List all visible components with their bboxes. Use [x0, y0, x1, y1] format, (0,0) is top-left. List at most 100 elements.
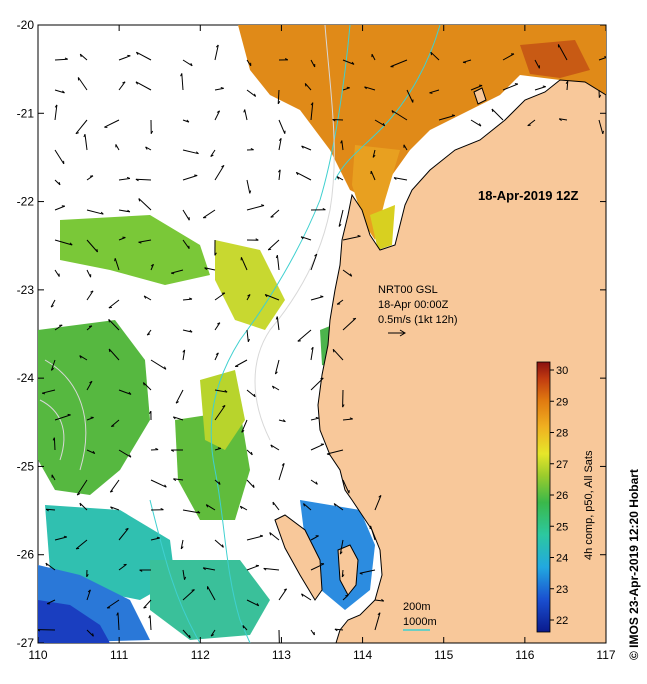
current-arrow	[430, 51, 440, 61]
current-arrow	[566, 81, 569, 91]
current-arrowhead	[224, 389, 228, 393]
current-arrowhead	[271, 385, 275, 389]
isobath-200m-b	[39, 399, 65, 461]
current-arrow	[342, 418, 353, 421]
current-arrowhead	[148, 615, 151, 619]
current-arrow	[310, 253, 318, 271]
colorbar-tick-label: 25	[556, 521, 568, 533]
current-arrowhead	[189, 634, 191, 639]
current-arrowhead	[275, 371, 278, 375]
current-arrowhead	[381, 598, 385, 602]
current-arrow	[310, 102, 314, 121]
current-arrow	[342, 87, 350, 91]
current-arrowhead	[326, 453, 331, 456]
current-arrow	[118, 528, 129, 541]
current-arrowhead	[89, 380, 93, 384]
current-arrowhead	[184, 576, 187, 580]
current-arrowhead	[301, 145, 304, 149]
current-arrowhead	[430, 52, 433, 56]
current-arrowhead	[182, 349, 186, 353]
current-arrowhead	[340, 140, 343, 144]
current-arrow	[342, 317, 357, 331]
colorbar-tick-label: 24	[556, 553, 568, 565]
current-arrowhead	[135, 81, 139, 85]
current-arrowhead	[143, 295, 147, 299]
current-arrowhead	[170, 449, 175, 452]
current-arrow	[86, 325, 93, 331]
current-arrow	[54, 179, 61, 186]
current-arrowhead	[275, 255, 278, 259]
current-arrow	[115, 144, 120, 151]
current-arrowhead	[565, 80, 569, 84]
current-arrow	[278, 419, 286, 423]
colorbar-ticks: 22 23 24 25 26 27 28 29 30	[550, 365, 568, 627]
current-arrowhead	[220, 87, 224, 89]
current-arrow	[118, 237, 126, 241]
current-arrow	[41, 389, 56, 394]
lon-tick-label: 117	[596, 648, 615, 662]
current-arrow	[336, 299, 344, 305]
current-arrow	[246, 89, 256, 97]
current-arrow	[527, 119, 536, 126]
lat-tick-label: -23	[17, 283, 35, 297]
sst-colorbar: 22 23 24 25 26 27 28 29 30 4h comp, p50, All Sat…	[536, 361, 595, 633]
current-arrowhead	[164, 366, 167, 370]
current-arrow	[276, 316, 280, 331]
current-arrowhead	[270, 444, 273, 448]
current-arrow	[278, 119, 286, 134]
current-arrow	[207, 586, 216, 601]
current-arrow	[269, 532, 280, 541]
current-arrow	[246, 329, 249, 342]
current-arrow	[214, 322, 221, 331]
map-title: 18-Apr-2019 12Z	[478, 188, 578, 203]
current-arrowhead	[253, 393, 256, 397]
current-arrow	[246, 389, 256, 398]
current-arrowhead	[270, 216, 274, 218]
current-arrow	[342, 59, 355, 65]
current-arrow	[301, 593, 312, 601]
current-arrowhead	[279, 644, 280, 647]
map-layers	[38, 25, 606, 643]
current-arrow	[50, 359, 56, 371]
current-arrowhead	[303, 503, 305, 507]
current-arrow	[429, 89, 440, 94]
current-arrow	[276, 255, 280, 271]
current-arrow	[149, 615, 152, 631]
current-arrowhead	[150, 263, 154, 267]
lon-tick-label: 115	[434, 648, 453, 662]
current-arrowhead	[304, 83, 307, 87]
current-arrow	[393, 177, 408, 181]
current-arrowhead	[542, 85, 546, 88]
current-arrowhead	[243, 109, 246, 113]
current-arrow	[75, 539, 88, 550]
current-arrowhead	[194, 174, 198, 176]
current-arrowhead	[277, 169, 281, 173]
current-legend-source: NRT00 GSL	[378, 284, 438, 296]
isobath-legend-200m: 200m	[403, 601, 431, 613]
current-arrow	[86, 417, 94, 421]
current-arrow	[438, 115, 455, 121]
current-arrow	[106, 599, 120, 609]
current-arrowhead	[214, 252, 217, 256]
current-arrowhead	[349, 417, 353, 420]
current-arrowhead	[180, 546, 184, 550]
current-arrow	[333, 503, 344, 511]
current-arrow	[244, 109, 248, 121]
current-arrowhead	[138, 198, 141, 202]
current-arrowhead	[172, 416, 176, 420]
current-arrow	[54, 58, 68, 61]
current-arrowhead	[116, 612, 119, 616]
current-arrowhead	[345, 594, 349, 597]
current-arrowhead	[283, 588, 287, 591]
current-arrow	[50, 299, 56, 308]
current-arrow	[214, 110, 221, 121]
current-arrow	[332, 119, 344, 121]
imos-credit: © IMOS 23-Apr-2019 12:20 Hobart	[627, 469, 641, 660]
current-arrow	[54, 239, 73, 246]
current-arrowhead	[67, 413, 71, 416]
current-arrowhead	[260, 204, 265, 206]
current-arrowhead	[320, 295, 324, 298]
lat-tick-label: -27	[17, 636, 35, 650]
current-arrow	[86, 589, 91, 601]
current-arrow	[338, 209, 344, 227]
